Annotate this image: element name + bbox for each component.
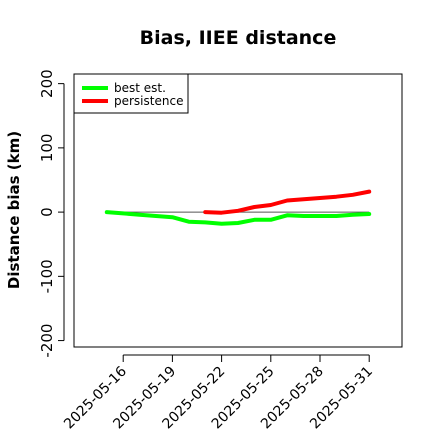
y-tick-label: -200 <box>38 324 56 358</box>
plot-frame <box>73 73 403 348</box>
legend-box <box>73 73 189 114</box>
y-tick-label: 0 <box>38 207 56 217</box>
series-line-persistence <box>203 189 372 215</box>
chart-title: Bias, IIEE distance <box>140 27 337 49</box>
series-line-best-est <box>104 210 372 226</box>
x-axis: 2025-05-162025-05-192025-05-222025-05-25… <box>61 354 376 432</box>
legend: best est. persistence <box>73 73 189 114</box>
y-tick-label: -100 <box>38 259 56 293</box>
y-tick-label: 100 <box>38 134 56 163</box>
legend-label-persistence: persistence <box>114 94 183 108</box>
y-axis-label: Distance bias (km) <box>5 131 23 289</box>
y-tick-label: 200 <box>38 69 56 98</box>
plot-series <box>104 189 372 226</box>
y-axis: -200 -100 0 100 200 <box>38 69 65 358</box>
legend-label-best-est: best est. <box>114 81 166 95</box>
